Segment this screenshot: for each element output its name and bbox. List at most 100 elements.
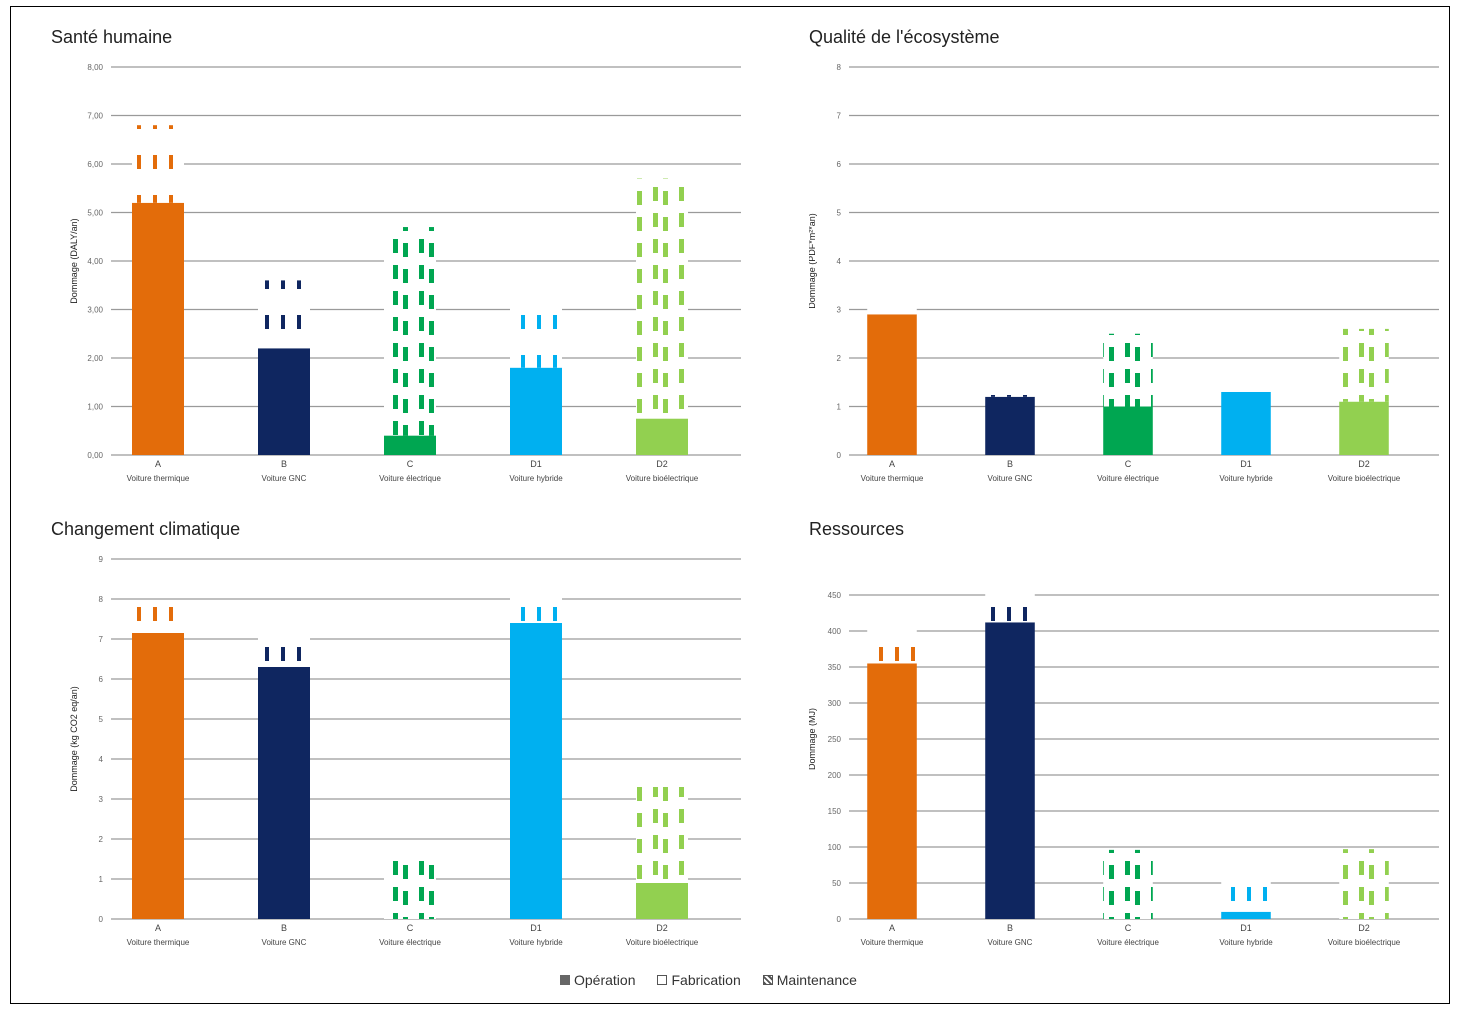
figure-frame: Santé humaine 0,00 1,00 2,00 3,00 4,00 5,00 6,… <box>10 6 1450 1004</box>
bar-maintenance <box>1103 849 1153 919</box>
x-category-label: Voiture bioélectrique <box>626 474 699 483</box>
y-tick-label: 200 <box>828 771 842 780</box>
y-tick-label: 4 <box>837 257 842 266</box>
legend: Opération Fabrication Maintenance <box>560 972 857 988</box>
bar-operation <box>258 348 310 455</box>
x-category-code: C <box>1125 459 1132 469</box>
x-category-code: B <box>1007 923 1013 933</box>
y-tick-label: 8 <box>837 63 842 72</box>
y-tick-label: 250 <box>828 735 842 744</box>
y-tick-label: 7 <box>837 112 842 121</box>
y-tick-label: 5 <box>837 209 842 218</box>
x-category-label: Voiture thermique <box>127 474 190 483</box>
x-category-label: Voiture GNC <box>262 474 307 483</box>
legend-label: Maintenance <box>776 972 857 988</box>
bar-operation <box>867 663 917 919</box>
y-axis-label: Dommage (PDF*m²*an) <box>809 213 817 309</box>
bar-operation <box>1339 401 1389 455</box>
y-tick-label: 1 <box>837 403 842 412</box>
y-axis-label: Dommage (kg CO2 eq/an) <box>69 686 79 792</box>
y-tick-label: 5,00 <box>87 209 103 218</box>
bar-fabrication <box>132 601 184 633</box>
x-category-code: D2 <box>656 923 668 933</box>
chart-sante-humaine: 0,00 1,00 2,00 3,00 4,00 5,00 6,00 7,00 8,00 Domm… <box>69 63 741 483</box>
bar-operation <box>258 667 310 919</box>
x-category-label: Voiture hybride <box>1219 474 1273 483</box>
bar-maintenance <box>384 855 436 919</box>
bar-fabrication <box>510 290 562 368</box>
y-tick-label: 50 <box>832 879 841 888</box>
bar-operation <box>1221 911 1271 919</box>
chart-title: Santé humaine <box>51 27 173 47</box>
bar-operation <box>510 623 562 919</box>
x-category-label: Voiture électrique <box>379 474 441 483</box>
bar-maintenance <box>1339 849 1389 919</box>
maintenance-swatch-icon <box>762 975 773 985</box>
x-category-label: Voiture GNC <box>988 474 1033 483</box>
x-category-label: Voiture thermique <box>861 474 924 483</box>
x-category-code: D1 <box>1240 923 1252 933</box>
bar-operation <box>132 633 184 919</box>
operation-swatch-icon <box>560 975 570 985</box>
y-tick-label: 3 <box>99 795 104 804</box>
bar-operation <box>985 622 1035 919</box>
y-tick-label: 8 <box>99 595 104 604</box>
x-category-label: Voiture thermique <box>861 938 924 947</box>
x-category-label: Voiture bioélectrique <box>626 938 699 947</box>
y-tick-label: 0 <box>837 915 842 924</box>
bar-operation <box>985 396 1035 455</box>
bar-maintenance <box>1103 333 1153 407</box>
bar-maintenance <box>636 178 688 419</box>
x-category-label: Voiture électrique <box>1097 474 1159 483</box>
x-category-code: D2 <box>1358 923 1370 933</box>
y-tick-label: 4,00 <box>87 257 103 266</box>
y-tick-label: 1,00 <box>87 403 103 412</box>
bar-operation <box>636 418 688 455</box>
bar-operation <box>384 435 436 455</box>
x-category-label: Voiture hybride <box>1219 938 1273 947</box>
y-tick-label: 1 <box>99 875 104 884</box>
bar-operation <box>1221 391 1271 455</box>
chart-title: Qualité de l'écosystème <box>809 27 1000 47</box>
y-tick-label: 2 <box>837 354 842 363</box>
y-tick-label: 8,00 <box>87 63 103 72</box>
bar-fabrication <box>985 379 1035 397</box>
bar-fabrication <box>1221 874 1271 912</box>
legend-fabrication: Fabrication <box>657 972 741 988</box>
y-tick-label: 0 <box>837 451 842 460</box>
y-tick-label: 2 <box>99 835 104 844</box>
x-category-label: Voiture GNC <box>262 938 307 947</box>
bar-fabrication <box>867 625 917 664</box>
legend-operation: Opération <box>560 972 635 988</box>
y-tick-label: 5 <box>99 715 104 724</box>
chart-qualite-ecosysteme: 0 1 2 3 4 5 6 7 8 Dommage (PDF*m²*an) A Voiture the… <box>807 63 1439 483</box>
y-tick-label: 300 <box>828 699 842 708</box>
bar-fabrication <box>258 280 310 349</box>
bar-fabrication <box>510 589 562 623</box>
bar-fabrication <box>132 125 184 203</box>
y-tick-label: 3,00 <box>87 306 103 315</box>
x-category-label: Voiture GNC <box>988 938 1033 947</box>
bar-maintenance <box>636 787 688 883</box>
x-category-code: A <box>889 923 895 933</box>
y-tick-label: 6 <box>837 160 842 169</box>
y-tick-label: 7 <box>99 635 104 644</box>
x-category-label: Voiture bioélectrique <box>1328 938 1401 947</box>
x-category-label: Voiture électrique <box>379 938 441 947</box>
y-tick-label: 0,00 <box>87 451 103 460</box>
x-category-label: Voiture hybride <box>509 938 563 947</box>
x-category-code: B <box>281 923 287 933</box>
legend-maintenance: Maintenance <box>762 972 857 988</box>
x-category-code: C <box>407 459 414 469</box>
legend-label: Fabrication <box>671 972 741 988</box>
x-category-code: D1 <box>1240 459 1252 469</box>
y-tick-label: 0 <box>99 915 104 924</box>
bar-fabrication <box>985 584 1035 623</box>
y-axis-label: Dommage (MJ) <box>809 708 817 770</box>
x-category-code: A <box>155 459 161 469</box>
bar-operation <box>510 367 562 455</box>
chart-changement-climatique: 0 1 2 3 4 5 6 7 8 9 Dommage (kg CO2 eq/an) A Voiture… <box>69 555 741 947</box>
bar-operation <box>1103 406 1153 455</box>
bar-fabrication <box>867 299 917 315</box>
bar-fabrication <box>258 633 310 667</box>
